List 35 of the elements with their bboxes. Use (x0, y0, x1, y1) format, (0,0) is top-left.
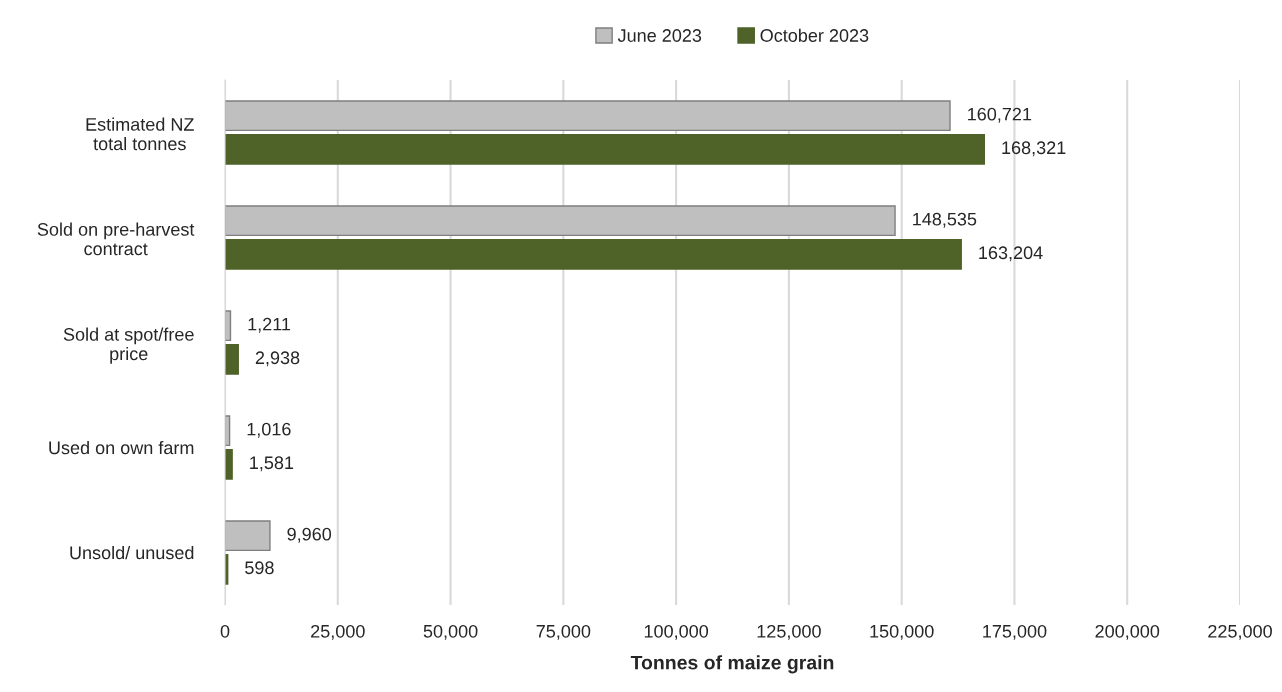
data-label: 598 (245, 561, 274, 575)
bar (225, 520, 271, 552)
x-tick-label: 50,000 (423, 624, 478, 640)
x-tick-label: 175,000 (983, 624, 1047, 640)
bar (225, 100, 951, 132)
data-label: 1,016 (247, 422, 291, 438)
data-label: 160,721 (968, 107, 1032, 123)
bar (225, 238, 962, 270)
bar (225, 133, 986, 165)
x-tick-label: 225,000 (1208, 624, 1272, 640)
x-tick-label: 100,000 (644, 624, 709, 640)
y-tick-label: Sold at spot/free price (63, 327, 194, 364)
x-tick-label: 200,000 (1095, 624, 1160, 640)
data-label: 1,211 (248, 317, 291, 333)
x-tick-label: 0 (220, 624, 230, 638)
y-tick-label: Used on own farm (49, 440, 194, 455)
data-label: 9,960 (287, 527, 332, 543)
x-tick-label: 125,000 (757, 624, 821, 640)
x-tick-label: 150,000 (870, 624, 934, 640)
bar (225, 205, 896, 237)
data-label: 168,321 (1002, 141, 1066, 157)
legend-label: October 2023 (760, 28, 869, 42)
x-axis-title: Tonnes of maize grain (630, 655, 834, 674)
bar (225, 448, 233, 480)
legend-label: June 2023 (617, 29, 702, 42)
data-label: 2,938 (255, 351, 300, 367)
y-tick-label: Sold on pre-harvest contract (37, 222, 195, 256)
bar (225, 343, 239, 375)
x-tick-label: 25,000 (311, 624, 365, 640)
x-tick-label: 75,000 (536, 624, 591, 640)
data-label: 1,581 (250, 456, 294, 472)
y-tick-label: Estimated NZ total tonnes (86, 117, 194, 151)
data-label: 163,204 (979, 246, 1043, 262)
y-tick-label: Unsold/ unused (70, 545, 194, 560)
data-label: 148,535 (913, 212, 977, 228)
